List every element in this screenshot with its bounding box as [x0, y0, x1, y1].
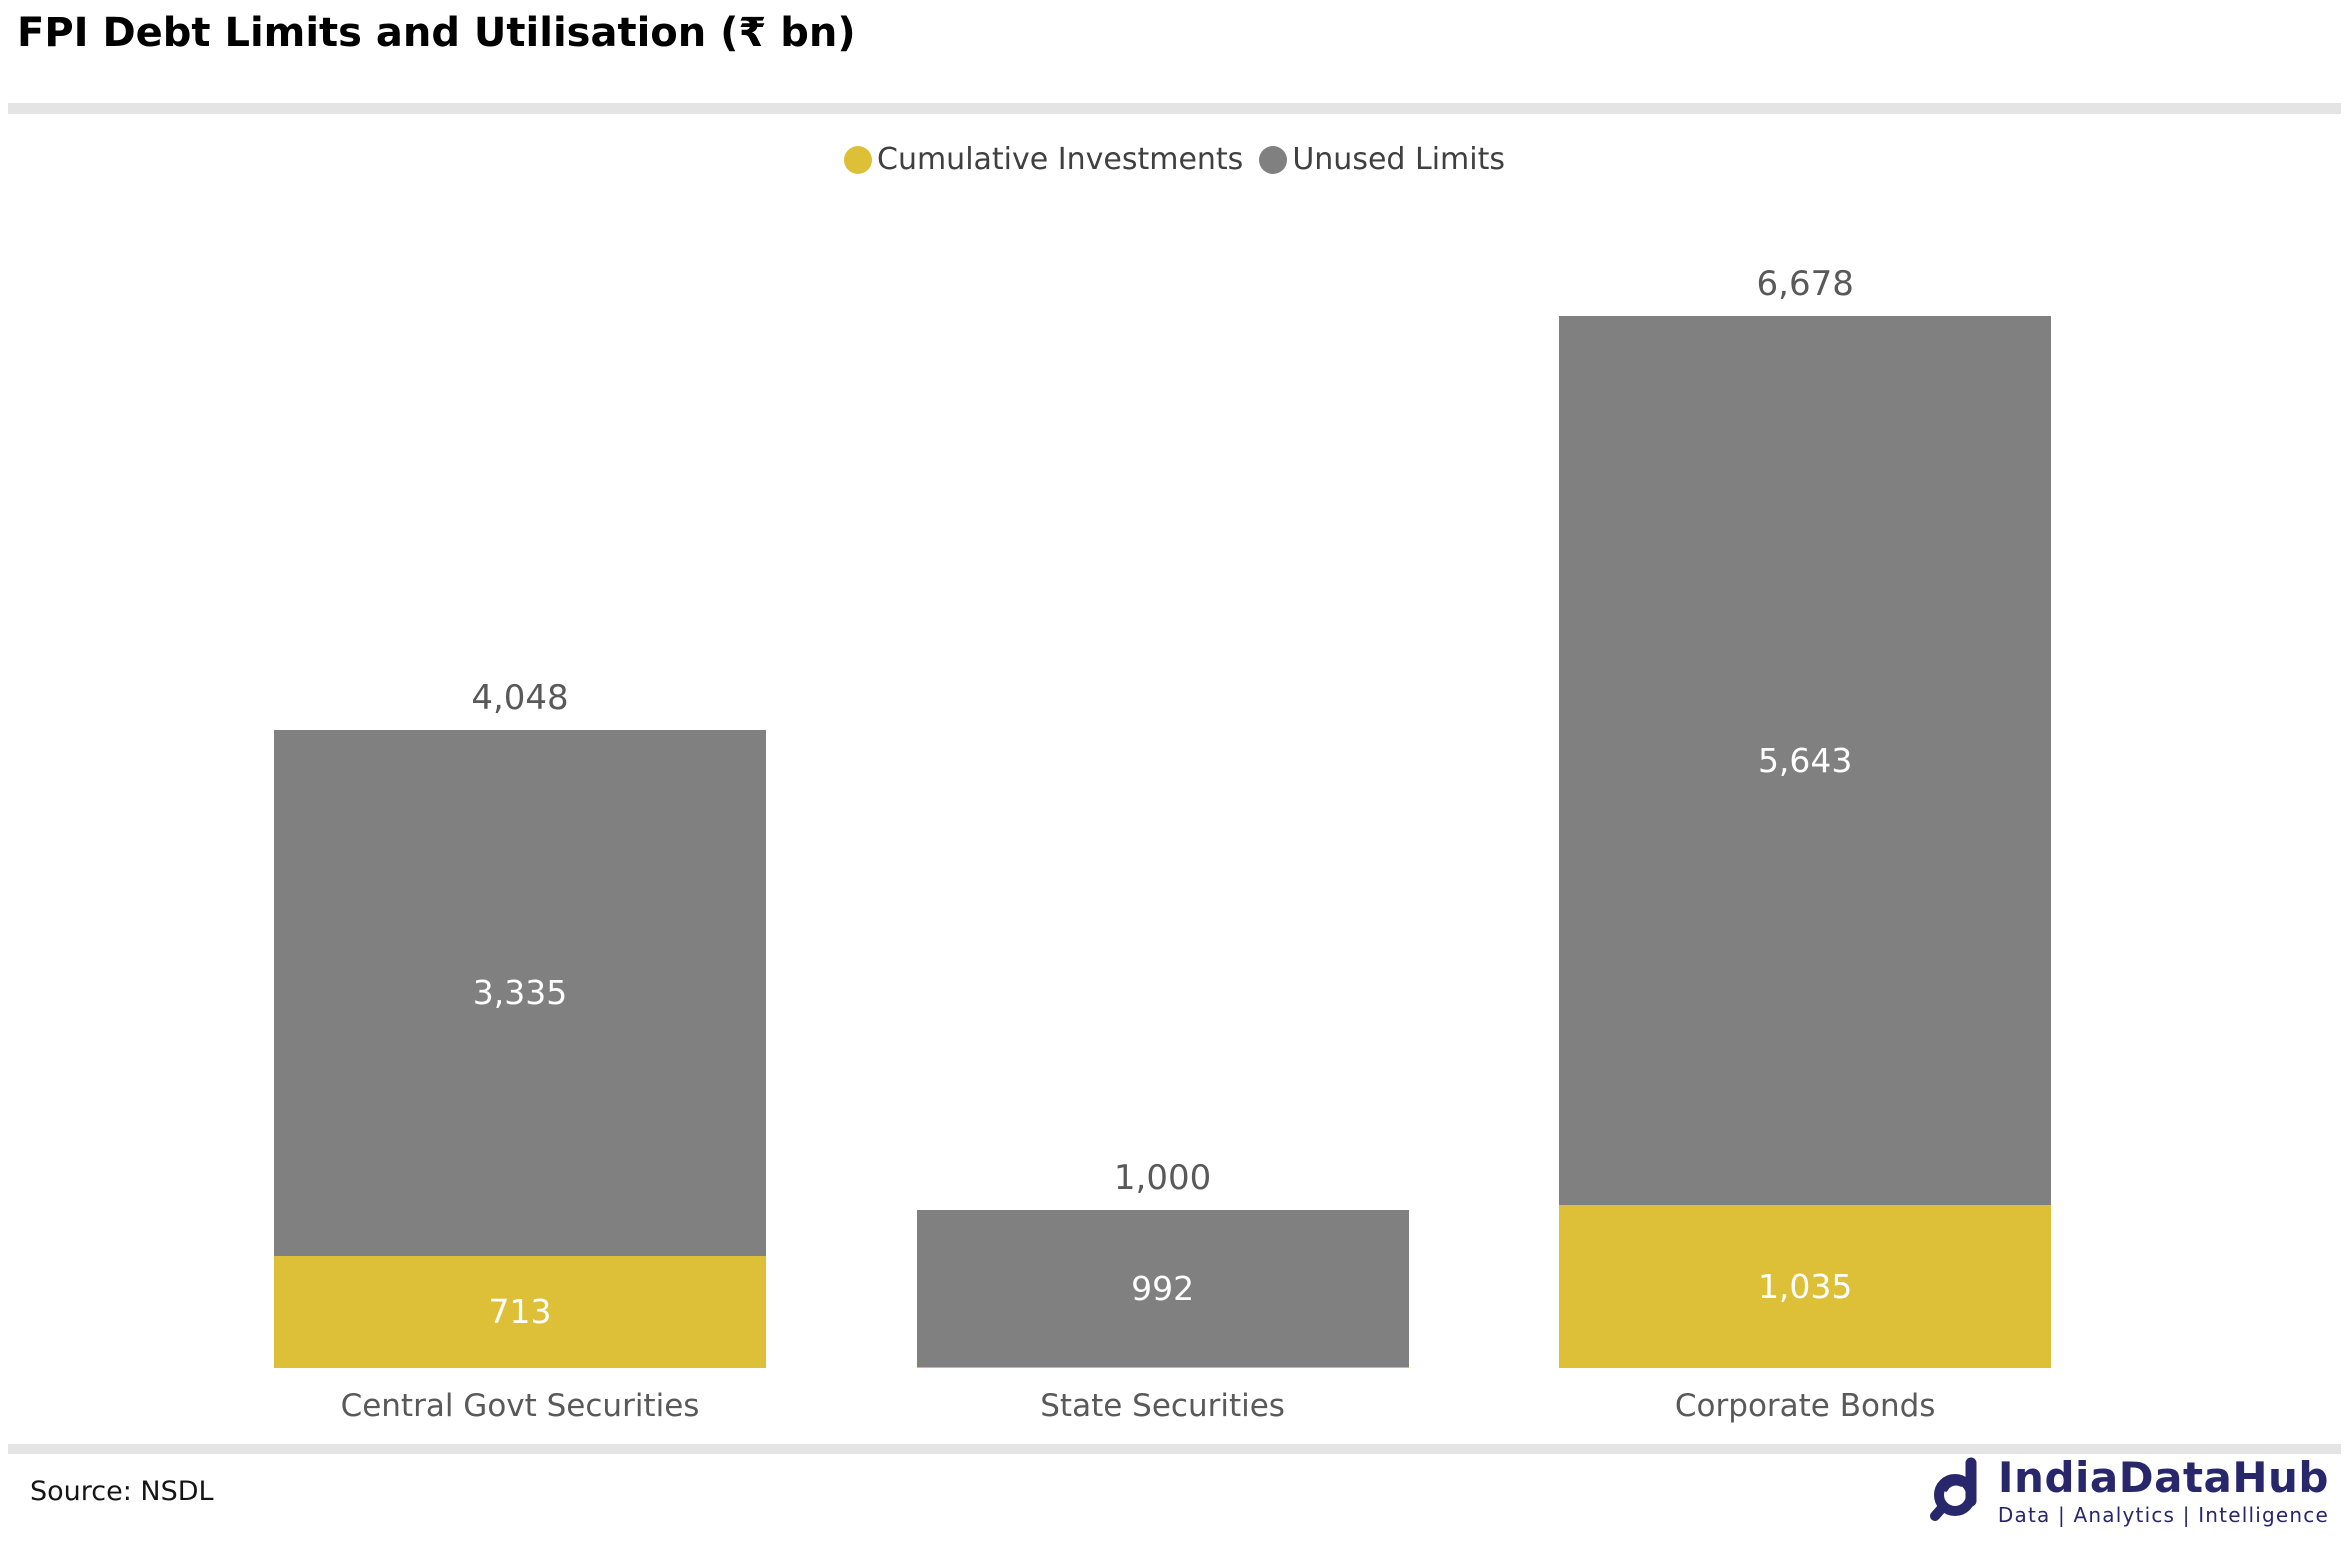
source-label: Source: NSDL	[30, 1476, 214, 1507]
total-value-label: 1,000	[1113, 1158, 1212, 1199]
legend-item: Cumulative Investments	[844, 142, 1243, 177]
segment-value-label: 5,643	[1757, 740, 1853, 780]
bar-segment-cumulative-investments	[916, 1366, 1409, 1368]
magnifier-d-icon	[1929, 1457, 1977, 1521]
legend-label: Unused Limits	[1292, 142, 1505, 177]
legend-label: Cumulative Investments	[877, 142, 1244, 177]
top-divider	[8, 103, 2341, 114]
bar-segment-unused-limits: 992	[916, 1210, 1409, 1367]
bar-segment-cumulative-investments: 1,035	[1559, 1204, 2052, 1368]
category-axis-label: State Securities	[1040, 1388, 1285, 1424]
segment-value-label: 713	[488, 1292, 552, 1332]
segment-value-label: 992	[1131, 1269, 1195, 1309]
bottom-divider	[8, 1444, 2341, 1454]
brand-text-block: IndiaDataHub Data | Analytics | Intellig…	[1997, 1453, 2329, 1528]
total-value-label: 6,678	[1756, 264, 1854, 304]
bar-segment-unused-limits: 5,643	[1559, 316, 2052, 1205]
brand-name: IndiaDataHub	[1997, 1453, 2329, 1502]
bar-segment-cumulative-investments: 713	[274, 1255, 766, 1368]
legend-item: Unused Limits	[1259, 142, 1505, 177]
chart-legend: Cumulative Investments Unused Limits	[0, 142, 2349, 177]
segment-value-label: 1,035	[1757, 1266, 1853, 1306]
brand-logo: IndiaDataHub Data | Analytics | Intellig…	[1928, 1453, 2329, 1528]
category-axis-label: Corporate Bonds	[1674, 1388, 1936, 1424]
segment-value-label: 3,335	[472, 973, 568, 1013]
chart-title: FPI Debt Limits and Utilisation (₹ bn)	[17, 10, 856, 56]
legend-dot-icon	[844, 145, 872, 174]
total-value-label: 4,048	[471, 678, 569, 719]
bar-segment-unused-limits: 3,335	[274, 730, 766, 1256]
brand-tagline: Data | Analytics | Intelligence	[1997, 1503, 2329, 1528]
legend-dot-icon	[1259, 145, 1288, 174]
category-axis-label: Central Govt Securities	[340, 1388, 700, 1424]
